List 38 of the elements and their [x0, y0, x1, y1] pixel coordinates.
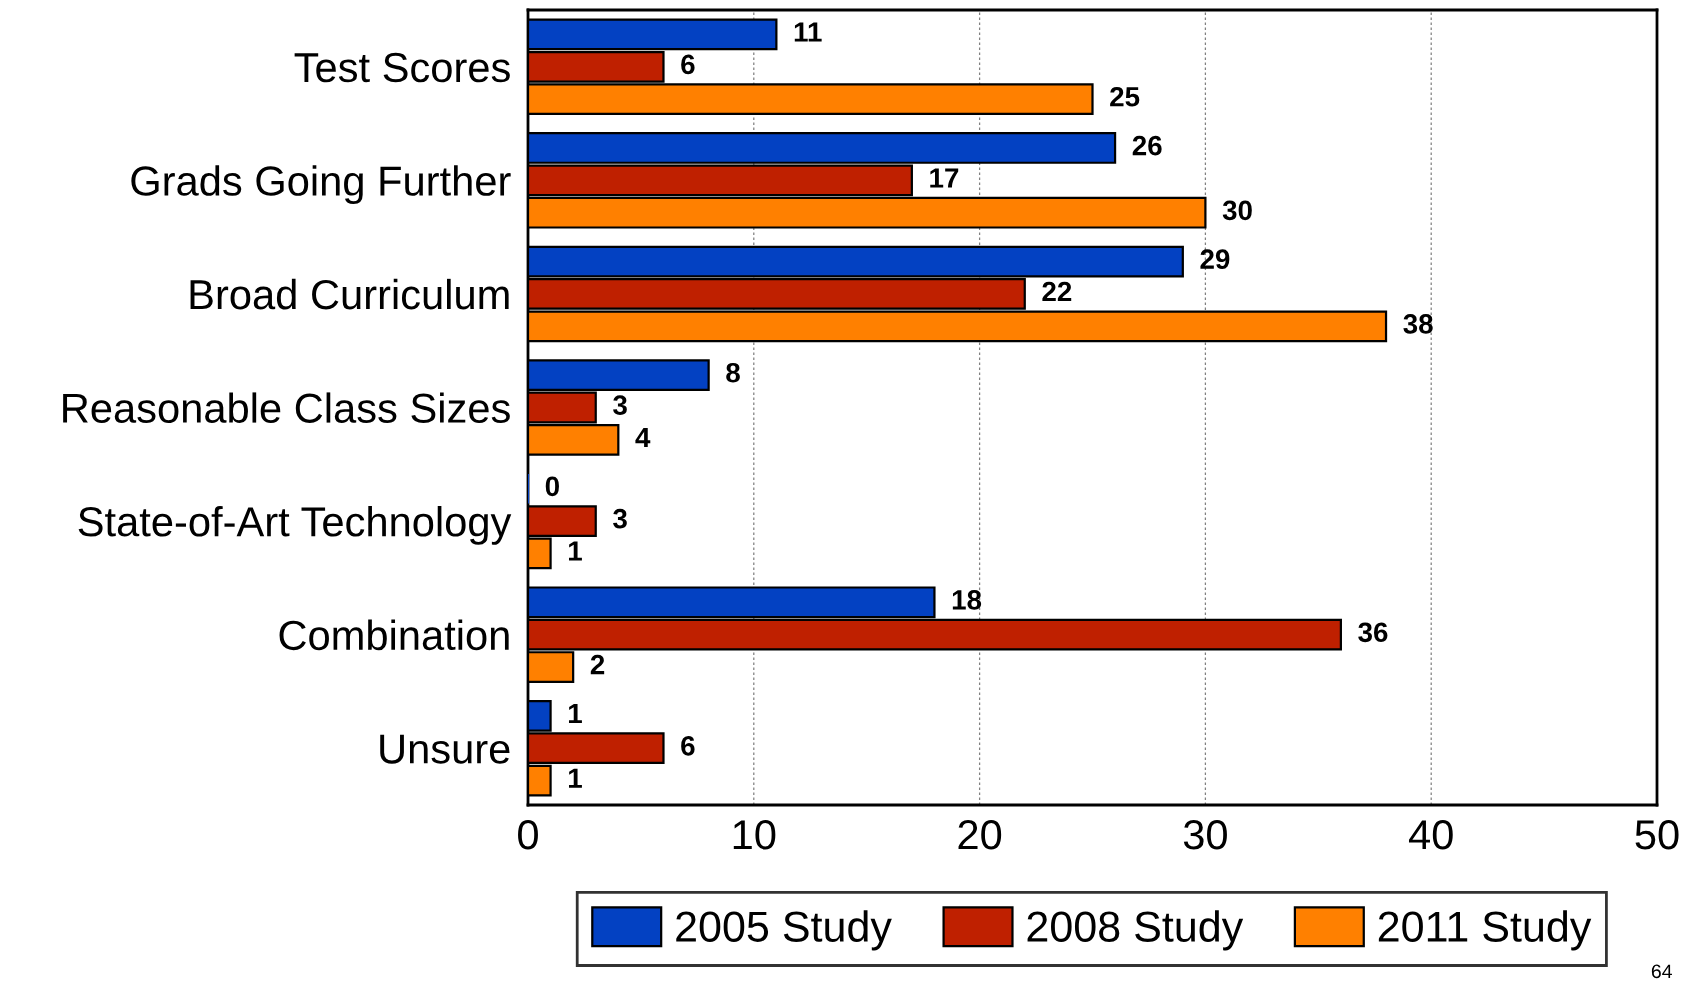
data-label: 6 — [681, 54, 695, 75]
data-label: 2 — [590, 654, 605, 675]
y-tick-label: Reasonable Class Sizes — [63, 392, 510, 424]
data-label: 38 — [1403, 314, 1433, 334]
data-label: 4 — [635, 427, 651, 448]
legend-label: 2011 Study — [1378, 910, 1592, 951]
data-label: 1 — [569, 541, 582, 561]
data-label: 25 — [1110, 86, 1140, 107]
text: 64 — [1651, 964, 1672, 979]
legend-label: 2005 Study — [676, 910, 892, 951]
x-tick-label: 0 — [518, 819, 538, 850]
data-label: 36 — [1358, 622, 1388, 643]
data-label: 8 — [726, 362, 740, 383]
x-tick-label: 50 — [1635, 819, 1679, 850]
data-label: 3 — [613, 508, 627, 529]
y-tick-label: Unsure — [380, 734, 510, 764]
data-label: 3 — [613, 395, 627, 415]
legend-label: 2008 Study — [1027, 910, 1244, 951]
data-label: 11 — [794, 22, 822, 42]
data-label: 17 — [930, 168, 959, 188]
y-tick-label: Test Scores — [294, 52, 510, 83]
y-tick-label: Broad Curriculum — [190, 278, 509, 310]
data-label: 29 — [1200, 249, 1230, 270]
x-tick-label: 30 — [1183, 819, 1227, 850]
data-label: 18 — [952, 590, 982, 610]
data-label: 22 — [1042, 281, 1072, 302]
data-label: 26 — [1132, 135, 1162, 156]
x-tick-label: 40 — [1408, 819, 1453, 850]
x-tick-label: 10 — [733, 819, 776, 850]
x-tick-label: 20 — [958, 819, 1002, 850]
y-tick-label: Combination — [279, 619, 509, 651]
data-label: 1 — [569, 768, 582, 788]
y-tick-label: State-of-Art Technology — [78, 505, 512, 545]
data-label: 1 — [569, 703, 582, 724]
data-label: 0 — [545, 476, 559, 497]
y-tick-label: Grads Going Further — [131, 165, 511, 205]
data-label: 30 — [1222, 200, 1252, 221]
data-label: 6 — [681, 736, 695, 756]
